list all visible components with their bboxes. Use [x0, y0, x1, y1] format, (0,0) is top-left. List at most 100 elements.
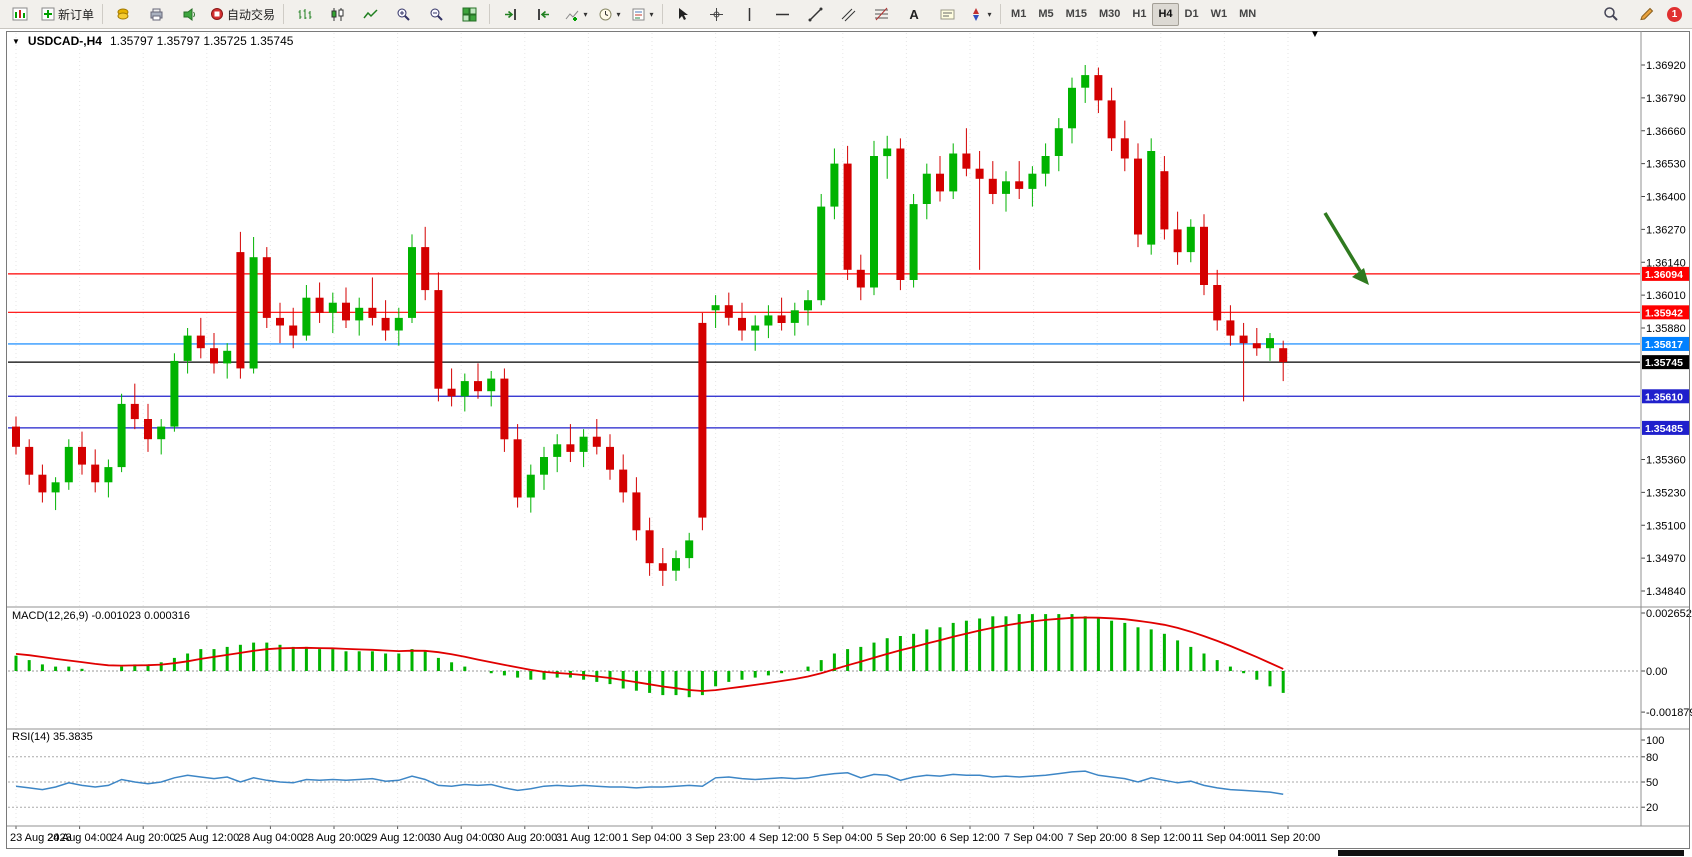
auto-trading-button[interactable]: 自动交易 [206, 1, 279, 27]
rsi-scale-label: 80 [1646, 752, 1658, 764]
crosshair-button[interactable] [700, 1, 732, 27]
new-order-icon [41, 7, 55, 21]
price-level-tag-label: 1.35610 [1645, 391, 1683, 403]
macd-signal-line [15, 616, 1284, 692]
periods-button[interactable]: ▾ [593, 1, 625, 27]
timeframe-button-m15[interactable]: M15 [1065, 8, 1087, 20]
horizontal-scrollbar[interactable] [1338, 850, 1684, 856]
time-axis-label: 11 Sep 20:00 [1256, 832, 1321, 844]
vertical-line-button[interactable] [733, 1, 765, 27]
toolbar-separator [662, 4, 664, 24]
chevron-down-icon: ▾ [616, 9, 621, 19]
new-order-label: 新订单 [58, 7, 95, 22]
price-level-tag-label: 1.35745 [1645, 357, 1683, 369]
price-scale-label: 1.35100 [1646, 520, 1686, 532]
search-icon[interactable] [1595, 1, 1627, 27]
horizontal-line-button[interactable] [766, 1, 798, 27]
timeframe-button-mn[interactable]: MN [1239, 8, 1257, 20]
time-axis-label: 3 Sep 23:00 [686, 832, 745, 844]
text-button[interactable]: A [909, 6, 919, 22]
trend-arrow-annotation[interactable] [1323, 212, 1369, 285]
time-axis-label: 7 Sep 20:00 [1068, 832, 1127, 844]
price-level-tag [1642, 420, 1689, 435]
macd-scale-label: -0.001879 [1646, 707, 1692, 719]
templates-button[interactable]: ▾ [626, 1, 658, 27]
time-axis-label: 28 Aug 20:00 [302, 832, 367, 844]
timeframe-group: M1 M5 M15 M30 H1 H4 D1 W1 MN [1005, 2, 1262, 26]
notification-badge[interactable]: 1 [1667, 6, 1682, 22]
price-scale-label: 1.36530 [1646, 159, 1686, 171]
price-scale-label: 1.36660 [1646, 126, 1686, 138]
rsi-scale-label: 50 [1646, 777, 1658, 789]
arrows-button[interactable]: ▾ [964, 1, 996, 27]
symbol-dropdown-icon[interactable]: ▼ [12, 36, 20, 46]
price-scale-label: 1.35880 [1646, 323, 1686, 335]
timeframe-button-w1[interactable]: W1 [1210, 8, 1228, 20]
chevron-down-icon: ▾ [583, 9, 588, 19]
zoom-out-button[interactable] [420, 1, 452, 27]
terminal-chart-icon[interactable] [4, 1, 36, 27]
toolbar-separator [102, 4, 104, 24]
down-arrow-marker[interactable]: ▼ [1310, 29, 1320, 40]
toolbar-right-group: 1 [1595, 1, 1688, 27]
new-order-button[interactable]: 新订单 [37, 1, 98, 27]
price-axis: 1.36920 1.36790 1.36660 1.36530 1.36400 1.362… [1641, 60, 1689, 598]
candlestick-series [12, 65, 1288, 586]
price-scale-label: 1.34840 [1646, 586, 1686, 598]
time-axis-label: 24 Aug 04:00 [47, 832, 112, 844]
chart-shift-button[interactable] [527, 1, 559, 27]
printer-icon[interactable] [140, 1, 172, 27]
timeframe-button-d1[interactable]: D1 [1184, 8, 1199, 20]
macd-scale-label: 0.00 [1646, 666, 1667, 678]
price-scale-label: 1.35360 [1646, 454, 1686, 466]
auto-trading-label: 自动交易 [227, 7, 276, 22]
time-axis-label: 25 Aug 12:00 [174, 832, 239, 844]
candlestick-chart-button[interactable] [321, 1, 353, 27]
timeframe-button-h1[interactable]: H1 [1132, 8, 1147, 20]
indicators-button[interactable]: ▾ [560, 1, 592, 27]
timeframe-button-m5[interactable]: M5 [1038, 8, 1054, 20]
price-level-tag [1642, 389, 1689, 404]
trendline-button[interactable] [799, 1, 831, 27]
macd-scale-label: 0.002652 [1646, 608, 1692, 620]
timeframe-button-m30[interactable]: M30 [1099, 8, 1121, 20]
price-level-tag-label: 1.35485 [1645, 423, 1683, 435]
time-axis-label: 30 Aug 20:00 [492, 832, 557, 844]
auto-trading-icon [211, 8, 224, 20]
tile-windows-button[interactable] [453, 1, 485, 27]
price-scale-label: 1.36790 [1646, 93, 1686, 105]
bar-chart-button[interactable] [288, 1, 320, 27]
price-scale-label: 1.36140 [1646, 257, 1686, 269]
price-scale-label: 1.36400 [1646, 191, 1686, 203]
edit-pencil-icon[interactable] [1631, 1, 1663, 27]
line-chart-button[interactable] [354, 1, 386, 27]
chart-window-frame [6, 31, 1690, 849]
price-scale-label: 1.36920 [1646, 60, 1686, 72]
time-gridlines [15, 33, 1289, 826]
timeframe-button-m1[interactable]: M1 [1011, 8, 1027, 20]
text-label-button[interactable] [931, 1, 963, 27]
rsi-line [15, 770, 1284, 796]
time-axis-label: 31 Aug 12:00 [556, 832, 621, 844]
speaker-icon[interactable] [173, 1, 205, 27]
timeframe-button-h4[interactable]: H4 [1152, 2, 1179, 26]
coins-icon[interactable] [107, 1, 139, 27]
ohlc-values: 1.35797 1.35797 1.35725 1.35745 [109, 34, 294, 48]
zoom-in-button[interactable] [387, 1, 419, 27]
price-level-tag [1642, 305, 1689, 320]
time-axis-label: 8 Sep 12:00 [1131, 832, 1190, 844]
fibonacci-button[interactable] [865, 1, 897, 27]
time-axis-label: 24 Aug 20:00 [111, 832, 176, 844]
time-axis-label: 29 Aug 12:00 [365, 832, 430, 844]
toolbar-separator [489, 4, 491, 24]
price-scale-label: 1.36010 [1646, 290, 1686, 302]
price-level-tag [1642, 355, 1689, 370]
auto-scroll-button[interactable] [494, 1, 526, 27]
price-level-tag-label: 1.36094 [1645, 269, 1683, 281]
time-axis-label: 6 Sep 12:00 [940, 832, 999, 844]
chevron-down-icon: ▾ [987, 9, 992, 19]
channel-button[interactable] [832, 1, 864, 27]
cursor-button[interactable] [667, 1, 699, 27]
